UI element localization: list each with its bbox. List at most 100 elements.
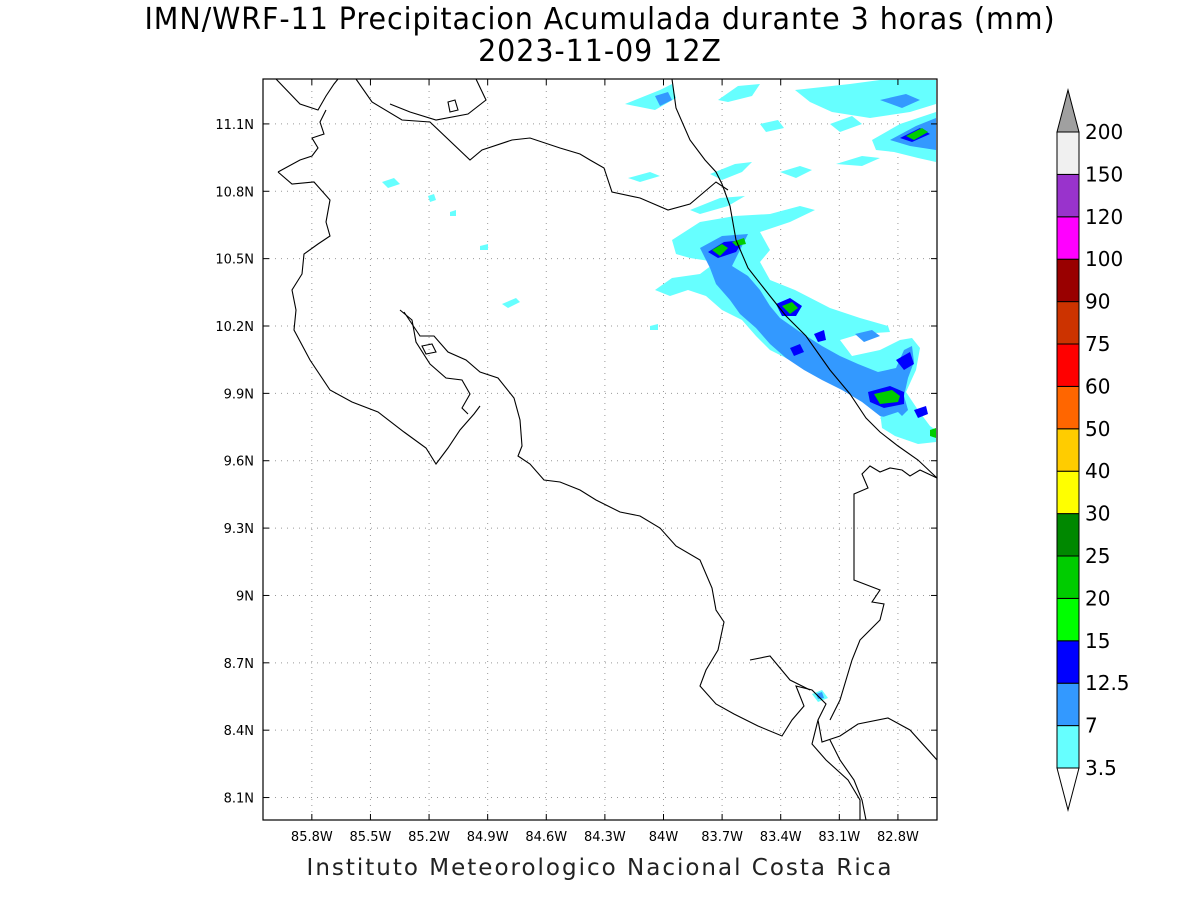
colorbar-label: 40 (1085, 459, 1110, 483)
colorbar-swatch (1056, 682, 1080, 727)
colorbar-legend: 3.5 7 12.5 15 20 25 30 40 50 60 75 90 100 120 150 200 (1056, 88, 1130, 812)
colorbar-over-arrow (1056, 88, 1080, 133)
precip-area (700, 234, 914, 420)
precip-area (880, 412, 908, 428)
precip-area (382, 178, 400, 188)
lon-tick-label: 85.2W (408, 830, 450, 845)
lat-tick-label: 9.9N (224, 387, 254, 402)
lon-tick-label: 84.9W (467, 830, 509, 845)
golfo-dulce-shore (749, 655, 811, 691)
colorbar-label: 75 (1085, 332, 1110, 356)
lat-tick-label: 9.6N (224, 455, 254, 470)
precip-area (718, 84, 760, 102)
lake-nicaragua-shore (389, 79, 487, 121)
lat-tick-label: 10.2N (215, 320, 254, 335)
colorbar-swatch (1056, 470, 1080, 515)
map-title: IMN/WRF-11 Precipitacion Acumulada duran… (144, 2, 1056, 37)
lat-tick-label: 9N (236, 589, 254, 604)
coastlines-borders (275, 79, 937, 820)
colorbar-label: 120 (1085, 205, 1123, 229)
colorbar-swatch (1056, 173, 1080, 218)
precip-area-ne-band (655, 92, 672, 106)
colorbar-label: 25 (1085, 544, 1110, 568)
credit-footer: Instituto Meteorologico Nacional Costa R… (306, 855, 894, 881)
island-outline (447, 99, 459, 113)
colorbar-swatch (1056, 640, 1080, 684)
precip-area (480, 244, 488, 250)
colorbar-label: 90 (1085, 290, 1110, 314)
colorbar-under-arrow (1056, 767, 1080, 812)
precip-area (914, 406, 928, 418)
precip-area (855, 330, 880, 342)
precip-area (732, 238, 746, 246)
panama-border (829, 465, 937, 721)
precip-area (880, 94, 920, 108)
precip-area (450, 210, 456, 216)
plot-frame (262, 78, 938, 821)
colorbar-label: 15 (1085, 629, 1110, 653)
lat-tick-label: 9.3N (224, 522, 254, 537)
precip-area (836, 156, 880, 166)
colorbar-label: 200 (1085, 120, 1123, 144)
precip-area (650, 324, 658, 330)
colorbar-label: 12.5 (1085, 671, 1130, 695)
lat-tick-label: 10.5N (215, 253, 254, 268)
colorbar-swatch (1056, 301, 1080, 345)
lon-tick-label: 83.1W (818, 830, 860, 845)
precip-area (816, 692, 824, 699)
colorbar-swatch (1056, 597, 1080, 642)
pacific-coastline (277, 109, 327, 173)
colorbar-swatch (1056, 513, 1080, 557)
lon-tick-label: 84.3W (584, 830, 626, 845)
precip-area (690, 196, 745, 214)
lat-tick-label: 11.1N (215, 118, 254, 133)
colorbar-swatch (1056, 385, 1080, 430)
lake-nicaragua-shore (355, 79, 729, 211)
lat-tick-label: 8.7N (224, 657, 254, 672)
axis-ticks: 85.8W 85.5W 85.2W 84.9W 84.6W 84.3W 84W 83.7W 83… (215, 79, 937, 845)
map-subtitle-date: 2023-11-09 12Z (478, 34, 722, 69)
lat-tick-label: 10.8N (215, 185, 254, 200)
precip-area (874, 390, 900, 404)
golfo-dulce-shore (811, 719, 861, 820)
gulf-of-nicoya-shore (399, 309, 471, 415)
colorbar-swatch (1056, 131, 1080, 175)
precip-area (795, 80, 936, 118)
lon-tick-label: 83.7W (701, 830, 743, 845)
precip-area (710, 162, 752, 180)
precip-area (780, 166, 812, 178)
lat-tick-label: 8.4N (224, 724, 254, 739)
lon-tick-label: 84W (649, 830, 679, 845)
colorbar-swatch (1056, 258, 1080, 303)
precip-area (502, 298, 520, 308)
colorbar-swatch (1056, 343, 1080, 387)
lon-tick-label: 85.5W (350, 830, 392, 845)
precip-area (782, 302, 798, 314)
colorbar-label: 7 (1085, 714, 1098, 738)
colorbar-swatch (1056, 216, 1080, 260)
colorbar-label: 20 (1085, 586, 1110, 610)
colorbar-label: 100 (1085, 247, 1123, 271)
precip-area (896, 352, 914, 370)
colorbar-label: 50 (1085, 417, 1110, 441)
panama-border (829, 739, 867, 820)
precip-area (760, 120, 784, 132)
precip-area (712, 244, 728, 256)
lon-tick-label: 84.6W (525, 830, 567, 845)
precip-area (628, 172, 660, 182)
gulf-of-nicoya-shore (403, 311, 937, 761)
lon-tick-label: 83.4W (760, 830, 802, 845)
colorbar-label: 3.5 (1085, 756, 1117, 780)
precip-area (814, 330, 826, 342)
lake-nicaragua-shore (275, 79, 339, 111)
precip-area (906, 128, 928, 140)
colorbar-label: 60 (1085, 374, 1110, 398)
precip-area (830, 116, 862, 132)
colorbar-swatch (1056, 555, 1080, 599)
colorbar-swatch (1056, 725, 1080, 769)
caribbean-coastline (671, 79, 937, 479)
graticule (263, 79, 937, 820)
colorbar-swatch (1056, 428, 1080, 472)
lon-tick-label: 82.8W (877, 830, 919, 845)
